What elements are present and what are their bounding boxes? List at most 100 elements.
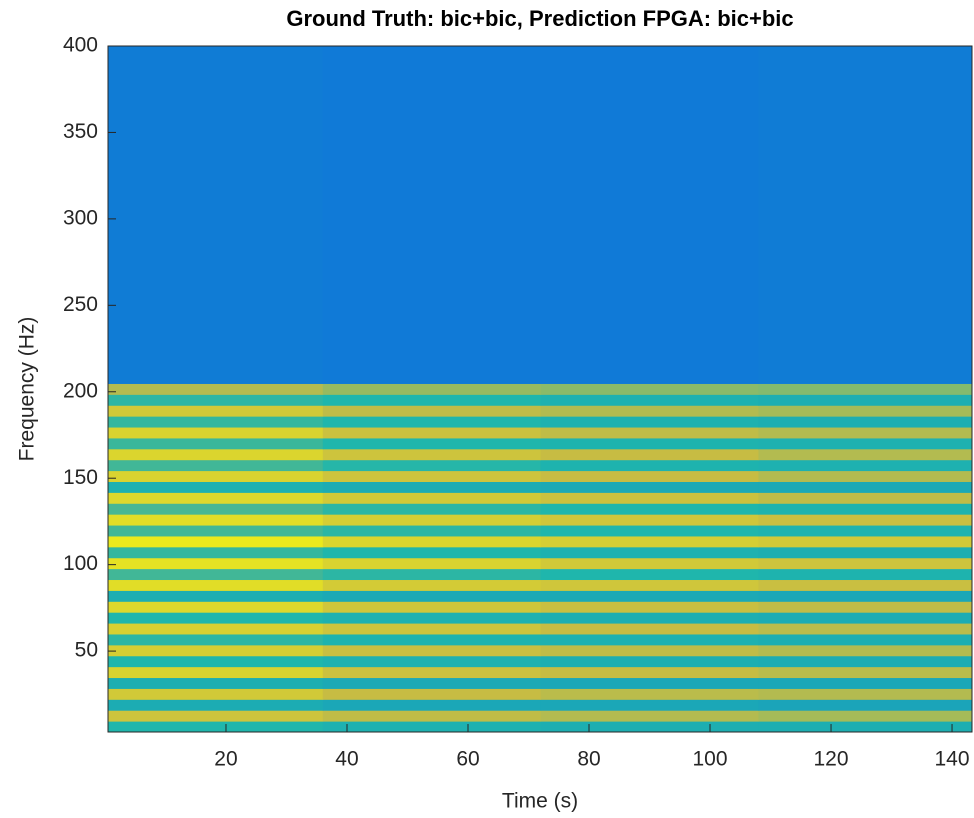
y-tick-label: 350 bbox=[63, 120, 98, 143]
heatmap-cell bbox=[758, 437, 973, 450]
heatmap-cell bbox=[540, 633, 759, 646]
heatmap-cell bbox=[540, 710, 759, 722]
heatmap-cell bbox=[758, 481, 973, 493]
heatmap-cell bbox=[758, 383, 973, 395]
heatmap-cell bbox=[540, 623, 759, 635]
heatmap-cell bbox=[108, 633, 324, 646]
x-tick-label: 40 bbox=[335, 748, 358, 771]
heatmap-cell bbox=[108, 427, 324, 439]
heatmap-cell bbox=[540, 427, 759, 439]
heatmap-cell bbox=[540, 666, 759, 679]
heatmap-cell bbox=[540, 394, 759, 406]
heatmap-cell bbox=[108, 710, 324, 722]
x-tick-label: 20 bbox=[214, 748, 237, 771]
heatmap-cell bbox=[322, 46, 542, 384]
heatmap-cell bbox=[108, 394, 324, 406]
heatmap-cell bbox=[322, 470, 542, 482]
heatmap-cell bbox=[758, 405, 973, 417]
y-tick-label: 400 bbox=[63, 34, 98, 57]
heatmap-cell bbox=[758, 46, 973, 384]
heatmap-cell bbox=[322, 405, 542, 417]
heatmap-cell bbox=[322, 666, 542, 679]
heatmap-cell bbox=[322, 710, 542, 722]
heatmap-cell bbox=[108, 568, 324, 581]
heatmap-cell bbox=[108, 590, 324, 602]
heatmap-cell bbox=[758, 394, 973, 406]
heatmap-cell bbox=[540, 579, 759, 591]
heatmap-cell bbox=[322, 633, 542, 646]
heatmap-cell bbox=[108, 514, 324, 526]
heatmap-cell bbox=[758, 721, 973, 733]
heatmap-cell bbox=[108, 437, 324, 450]
heatmap-cell bbox=[758, 525, 973, 537]
heatmap-cell bbox=[758, 601, 973, 613]
heatmap-cell bbox=[108, 46, 324, 384]
heatmap-cell bbox=[322, 557, 542, 570]
y-tick-label: 300 bbox=[63, 206, 98, 229]
heatmap-cell bbox=[322, 655, 542, 668]
heatmap-cell bbox=[540, 459, 759, 472]
heatmap-cell bbox=[758, 612, 973, 624]
heatmap-cell bbox=[540, 601, 759, 613]
heatmap-cell bbox=[108, 623, 324, 635]
heatmap-cell bbox=[108, 416, 324, 428]
heatmap-cell bbox=[758, 590, 973, 602]
heatmap-cell bbox=[758, 557, 973, 570]
heatmap-cell bbox=[758, 633, 973, 646]
heatmap-cell bbox=[540, 677, 759, 689]
heatmap-cell bbox=[108, 557, 324, 570]
y-axis-label: Frequency (Hz) bbox=[16, 317, 39, 462]
heatmap-cell bbox=[108, 492, 324, 504]
y-tick-label: 200 bbox=[63, 379, 98, 402]
heatmap-cell bbox=[758, 623, 973, 635]
heatmap-cell bbox=[540, 546, 759, 559]
x-axis-label: Time (s) bbox=[502, 790, 578, 813]
heatmap-cell bbox=[322, 590, 542, 602]
heatmap-cell bbox=[108, 677, 324, 689]
heatmap-cell bbox=[758, 503, 973, 515]
heatmap-cell bbox=[540, 514, 759, 526]
heatmap-cell bbox=[108, 448, 324, 461]
x-tick-label: 60 bbox=[456, 748, 479, 771]
heatmap-cell bbox=[322, 492, 542, 504]
heatmap-cell bbox=[540, 416, 759, 428]
heatmap-cell bbox=[108, 612, 324, 624]
heatmap-cell bbox=[322, 677, 542, 689]
heatmap-cell bbox=[758, 688, 973, 700]
heatmap-cell bbox=[540, 644, 759, 657]
heatmap-cell bbox=[322, 546, 542, 559]
heatmap-cell bbox=[108, 601, 324, 613]
heatmap-cell bbox=[108, 699, 324, 711]
heatmap-cell bbox=[758, 416, 973, 428]
heatmap-cell bbox=[758, 568, 973, 581]
heatmap-cell bbox=[322, 535, 542, 548]
heatmap-cell bbox=[322, 601, 542, 613]
heatmap-cell bbox=[540, 448, 759, 461]
y-tick-label: 50 bbox=[75, 639, 98, 662]
heatmap-cell bbox=[108, 503, 324, 515]
heatmap-cell bbox=[322, 612, 542, 624]
heatmap-cell bbox=[540, 688, 759, 700]
heatmap-cell bbox=[540, 535, 759, 548]
heatmap-cell bbox=[540, 655, 759, 668]
chart-title: Ground Truth: bic+bic, Prediction FPGA: … bbox=[286, 6, 793, 31]
y-tick-label: 150 bbox=[63, 466, 98, 489]
heatmap-cell bbox=[758, 514, 973, 526]
heatmap-cell bbox=[322, 644, 542, 657]
heatmap-cell bbox=[540, 470, 759, 482]
heatmap-cell bbox=[540, 525, 759, 537]
x-tick-label: 100 bbox=[692, 748, 727, 771]
heatmap-cell bbox=[540, 383, 759, 395]
heatmap-cell bbox=[758, 448, 973, 461]
heatmap-cell bbox=[758, 699, 973, 711]
axes-box bbox=[107, 45, 973, 733]
heatmap-cell bbox=[108, 546, 324, 559]
heatmap-cell bbox=[758, 535, 973, 548]
heatmap-cell bbox=[540, 721, 759, 733]
heatmap-cell bbox=[540, 46, 759, 384]
heatmap-cell bbox=[108, 481, 324, 493]
x-tick-label: 120 bbox=[814, 748, 849, 771]
heatmap-cell bbox=[758, 655, 973, 668]
